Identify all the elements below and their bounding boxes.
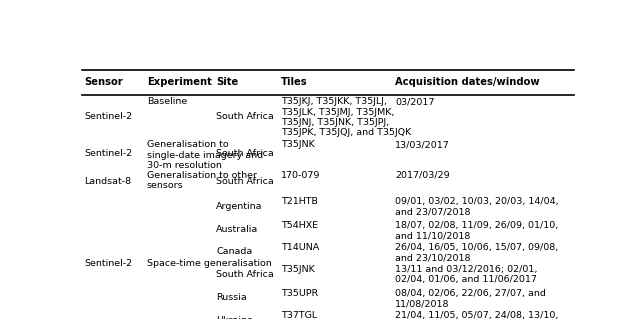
- Text: South Africa: South Africa: [216, 112, 274, 121]
- Text: Russia: Russia: [216, 293, 247, 302]
- Text: Argentina: Argentina: [216, 202, 263, 211]
- Text: T37TGL: T37TGL: [281, 311, 317, 319]
- Text: Canada: Canada: [216, 247, 253, 256]
- Text: Tiles: Tiles: [281, 78, 307, 87]
- Text: T14UNA: T14UNA: [281, 243, 319, 252]
- Text: Site: Site: [216, 78, 239, 87]
- Text: 13/11 and 03/12/2016; 02/01,
02/04, 01/06, and 11/06/2017: 13/11 and 03/12/2016; 02/01, 02/04, 01/0…: [395, 265, 538, 285]
- Text: 170-079: 170-079: [281, 171, 320, 180]
- Text: Space-time generalisation: Space-time generalisation: [147, 259, 272, 268]
- Text: Australia: Australia: [216, 225, 259, 234]
- Text: 26/04, 16/05, 10/06, 15/07, 09/08,
and 23/10/2018: 26/04, 16/05, 10/06, 15/07, 09/08, and 2…: [395, 243, 558, 262]
- Text: Ukraine: Ukraine: [216, 316, 253, 319]
- Text: Generalisation to other
sensors: Generalisation to other sensors: [147, 171, 257, 190]
- Text: Acquisition dates/window: Acquisition dates/window: [395, 78, 540, 87]
- Text: Baseline: Baseline: [147, 97, 188, 106]
- Text: South Africa: South Africa: [216, 177, 274, 186]
- Text: 2017/03/29: 2017/03/29: [395, 171, 449, 180]
- Text: Sentinel-2: Sentinel-2: [84, 149, 132, 158]
- Text: 09/01, 03/02, 10/03, 20/03, 14/04,
and 23/07/2018: 09/01, 03/02, 10/03, 20/03, 14/04, and 2…: [395, 197, 559, 216]
- Text: T35UPR: T35UPR: [281, 289, 318, 298]
- Text: T35JNK: T35JNK: [281, 265, 315, 274]
- Text: 18/07, 02/08, 11/09, 26/09, 01/10,
and 11/10/2018: 18/07, 02/08, 11/09, 26/09, 01/10, and 1…: [395, 221, 558, 240]
- Text: Generalisation to
single-date imagery and
30-m resolution: Generalisation to single-date imagery an…: [147, 140, 263, 170]
- Text: Sentinel-2: Sentinel-2: [84, 259, 132, 268]
- Text: 08/04, 02/06, 22/06, 27/07, and
11/08/2018: 08/04, 02/06, 22/06, 27/07, and 11/08/20…: [395, 289, 546, 308]
- Text: T54HXE: T54HXE: [281, 221, 318, 230]
- Text: Landsat-8: Landsat-8: [84, 177, 131, 186]
- Text: T21HTB: T21HTB: [281, 197, 317, 206]
- Text: T35JKJ, T35JKK, T35JLJ,
T35JLK, T35JMJ, T35JMK,
T35JNJ, T35JNK, T35JPJ,
T35JPK, : T35JKJ, T35JKK, T35JLJ, T35JLK, T35JMJ, …: [281, 97, 411, 137]
- Text: Sentinel-2: Sentinel-2: [84, 112, 132, 121]
- Text: Sensor: Sensor: [84, 78, 123, 87]
- Text: South Africa: South Africa: [216, 149, 274, 158]
- Text: Experiment: Experiment: [147, 78, 212, 87]
- Text: 13/03/2017: 13/03/2017: [395, 140, 450, 149]
- Text: 03/2017: 03/2017: [395, 97, 435, 106]
- Text: T35JNK: T35JNK: [281, 140, 315, 149]
- Text: 21/04, 11/05, 05/07, 24/08, 13/10,
and 18/10/2018: 21/04, 11/05, 05/07, 24/08, 13/10, and 1…: [395, 311, 558, 319]
- Text: South Africa: South Africa: [216, 270, 274, 279]
